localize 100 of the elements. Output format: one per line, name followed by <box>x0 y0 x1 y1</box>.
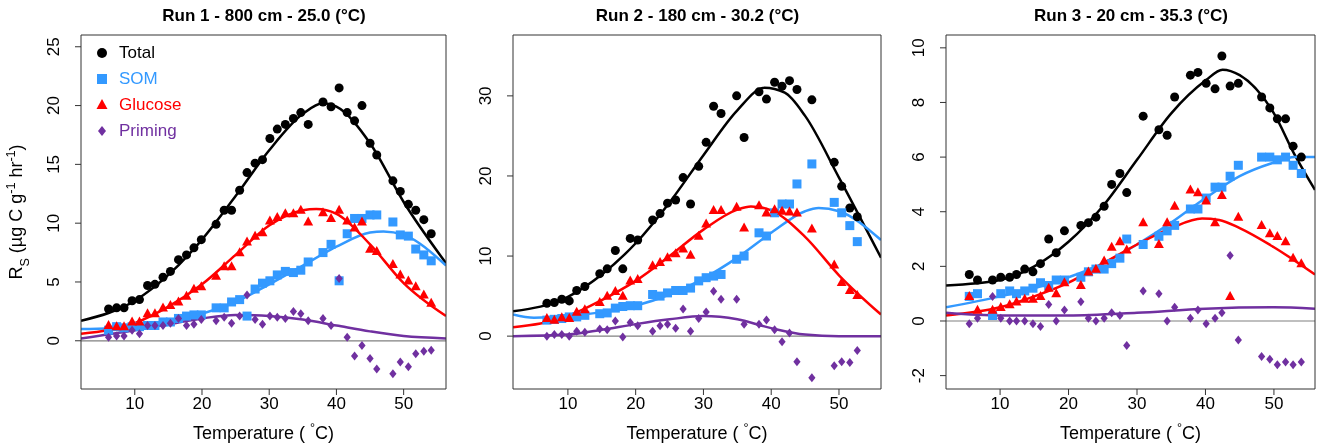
point <box>648 215 658 225</box>
point <box>596 324 604 334</box>
point <box>1099 201 1109 211</box>
point <box>1138 217 1149 227</box>
point <box>158 272 168 282</box>
point <box>1138 111 1148 121</box>
point <box>755 319 763 329</box>
point <box>663 319 672 329</box>
point <box>581 327 589 337</box>
point <box>1084 313 1092 323</box>
point <box>678 173 688 183</box>
point <box>1083 218 1093 228</box>
point <box>326 102 336 112</box>
point <box>1281 152 1291 162</box>
point <box>403 231 413 241</box>
point <box>1296 258 1307 268</box>
point <box>634 321 642 331</box>
point <box>1264 228 1275 238</box>
point <box>1162 226 1172 236</box>
point <box>173 296 184 306</box>
point <box>296 265 306 275</box>
point <box>1092 316 1100 326</box>
point <box>1012 289 1022 299</box>
point <box>670 248 681 258</box>
point <box>762 315 771 325</box>
y-tick-label: 10 <box>476 246 495 266</box>
point <box>1226 250 1234 260</box>
point <box>611 316 619 326</box>
point <box>1217 182 1227 192</box>
point <box>808 373 816 383</box>
point <box>771 325 779 335</box>
point <box>733 294 741 304</box>
point <box>150 279 160 289</box>
point <box>1044 234 1054 244</box>
point <box>1171 302 1179 312</box>
point <box>1211 313 1219 323</box>
point <box>1192 187 1203 197</box>
point <box>188 283 199 293</box>
point <box>610 285 621 295</box>
point <box>1006 316 1014 326</box>
point <box>1052 316 1060 326</box>
x-tick-label: 50 <box>1264 394 1284 414</box>
point <box>342 215 353 225</box>
point <box>1011 296 1022 306</box>
point <box>1217 51 1227 61</box>
point <box>1218 308 1226 318</box>
point <box>134 295 144 305</box>
point <box>671 195 681 205</box>
point <box>731 201 742 211</box>
point <box>227 297 237 307</box>
legend-label: Total <box>119 43 155 63</box>
point <box>127 316 138 326</box>
point <box>1020 286 1030 296</box>
point <box>113 331 121 341</box>
point <box>257 155 267 165</box>
point <box>280 119 290 129</box>
point <box>655 257 666 267</box>
point <box>695 314 703 324</box>
point <box>1225 81 1235 91</box>
point <box>610 245 620 255</box>
point <box>134 316 145 326</box>
point <box>739 133 749 143</box>
point <box>212 316 220 326</box>
point <box>694 161 704 171</box>
y-tick-label: 8 <box>909 97 928 108</box>
point <box>685 249 696 259</box>
point <box>693 230 704 240</box>
point <box>1193 67 1203 77</box>
point <box>997 313 1005 323</box>
point <box>1257 92 1267 102</box>
point <box>778 337 786 347</box>
point <box>686 283 696 293</box>
point <box>358 340 366 350</box>
point <box>572 285 582 295</box>
point <box>1210 84 1220 94</box>
point <box>1028 267 1038 277</box>
x-tick-label: 30 <box>1127 394 1147 414</box>
y-tick-label: 0 <box>44 336 63 346</box>
point <box>273 312 281 322</box>
point <box>1154 125 1164 135</box>
point <box>342 108 352 118</box>
point <box>1153 239 1164 249</box>
point <box>1163 316 1171 326</box>
point <box>672 323 680 333</box>
point <box>785 199 795 209</box>
point <box>334 204 345 214</box>
point <box>281 313 289 323</box>
point <box>594 297 605 307</box>
point <box>1281 114 1291 124</box>
point <box>389 369 397 379</box>
point <box>149 308 160 318</box>
x-tick-label: 40 <box>326 394 346 414</box>
point <box>633 235 643 245</box>
x-tick-label: 20 <box>192 394 212 414</box>
point <box>602 308 612 318</box>
point <box>988 291 997 301</box>
point <box>342 229 352 239</box>
point <box>1154 231 1164 241</box>
point <box>830 361 838 371</box>
point <box>580 281 590 291</box>
